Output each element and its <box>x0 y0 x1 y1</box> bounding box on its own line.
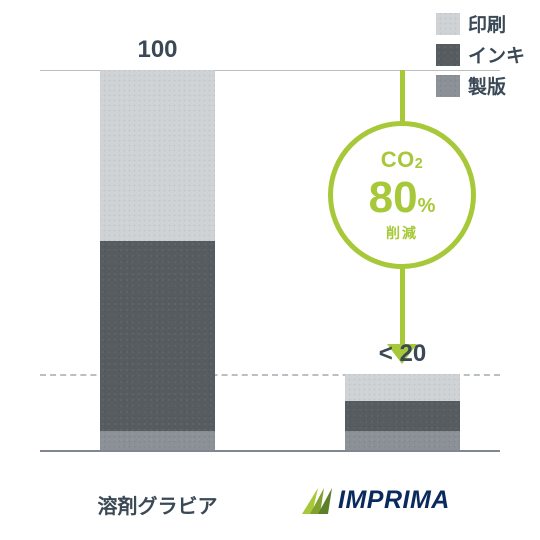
legend-swatch-ink <box>436 44 460 66</box>
chart-area: CO2 80% 削減 100< 20 <box>40 70 500 450</box>
bar-1 <box>345 374 460 450</box>
imprima-logo-mark <box>302 488 332 514</box>
bar-0-seg-printing <box>100 70 215 241</box>
legend-item-ink: インキ <box>436 41 525 68</box>
x-label-0: 溶剤グラビア <box>70 490 245 519</box>
badge-co2: CO2 <box>381 147 423 173</box>
badge-subtext: 削減 <box>386 223 418 243</box>
bar-1-seg-printing <box>345 374 460 401</box>
bar-0 <box>100 70 215 450</box>
legend-label-ink: インキ <box>468 41 525 68</box>
legend-swatch-printing <box>436 13 460 35</box>
bar-1-seg-platemaking <box>345 431 460 450</box>
co2-reduction-chart: 印刷インキ製版 CO2 80% 削減 100< 20 IMPRIMA 溶剤グラビ… <box>0 0 540 540</box>
bar-0-seg-platemaking <box>100 431 215 450</box>
bar-1-seg-ink <box>345 401 460 431</box>
legend-item-printing: 印刷 <box>436 10 525 37</box>
imprima-logo-text: IMPRIMA <box>338 486 450 515</box>
badge-percent: 80% <box>369 173 436 223</box>
baseline <box>40 450 500 452</box>
bar-label-0: 100 <box>100 36 215 64</box>
imprima-logo: IMPRIMA <box>302 486 450 515</box>
bar-0-seg-ink <box>100 241 215 431</box>
legend-label-printing: 印刷 <box>468 10 506 37</box>
bar-label-1: < 20 <box>345 340 460 368</box>
reduction-badge: CO2 80% 削減 <box>328 121 476 269</box>
